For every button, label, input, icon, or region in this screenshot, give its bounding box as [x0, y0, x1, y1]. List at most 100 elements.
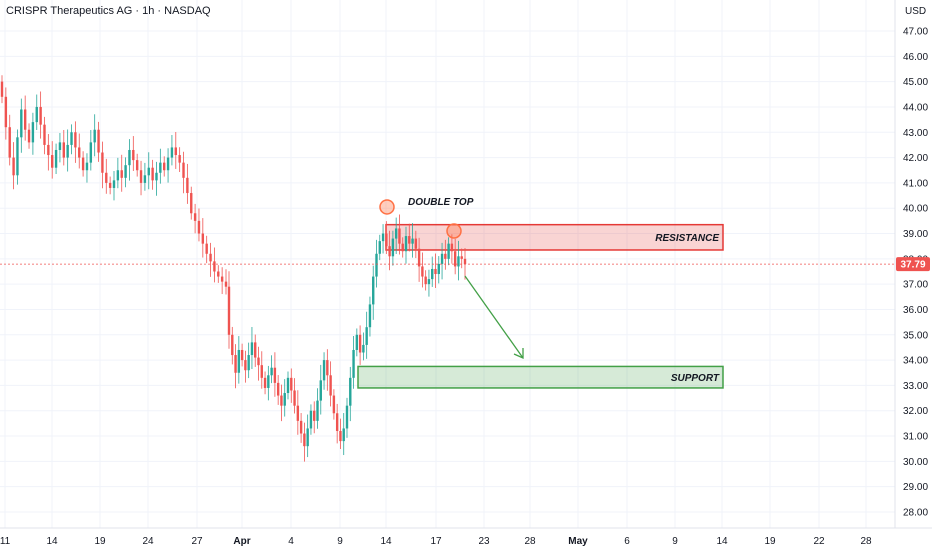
candle: [47, 134, 50, 171]
candle: [319, 364, 322, 415]
x-tick-label: May: [568, 536, 588, 547]
y-tick-label: 44.00: [903, 102, 928, 113]
candle: [440, 242, 444, 280]
candle: [322, 352, 326, 390]
candle: [170, 135, 174, 166]
candle: [303, 422, 306, 462]
candle: [197, 208, 201, 242]
candle: [85, 153, 89, 183]
y-tick-label: 36.00: [903, 305, 928, 316]
symbol-title: CRISPR Therapeutics AG · 1h · NASDAQ: [6, 5, 211, 17]
candle: [4, 87, 8, 140]
candle: [224, 269, 228, 295]
candle: [227, 271, 231, 349]
candle: [394, 217, 398, 255]
candle: [186, 163, 189, 204]
y-tick-label: 35.00: [903, 330, 928, 341]
y-tick-label: 33.00: [903, 381, 928, 392]
candle: [66, 129, 69, 172]
candle: [201, 218, 205, 258]
candle: [16, 129, 19, 185]
candle: [453, 238, 457, 275]
candle: [58, 133, 62, 163]
candle: [190, 186, 193, 220]
x-tick-label: 17: [430, 536, 442, 547]
candle: [329, 361, 332, 407]
projection-arrow-head: [513, 348, 524, 360]
candle: [135, 153, 139, 177]
candle: [316, 388, 319, 429]
candle: [335, 403, 339, 444]
candle: [70, 124, 73, 155]
currency-label: USD: [905, 6, 926, 17]
y-tick-label: 39.00: [903, 229, 928, 240]
candle: [309, 404, 313, 435]
x-tick-label: 28: [860, 536, 872, 547]
candle: [247, 342, 250, 379]
candle: [120, 154, 123, 192]
candle: [250, 326, 254, 369]
candle: [23, 95, 27, 141]
last-price-tag: [896, 257, 930, 272]
x-tick-labels[interactable]: 11 14 19 24 27 Apr 4 9 14 17 23 28 May 6 9 14 19 22 28: [0, 536, 872, 547]
candle: [93, 114, 96, 157]
candle: [234, 344, 237, 389]
double-top-label: DOUBLE TOP: [408, 197, 474, 208]
candle: [368, 296, 372, 337]
candle: [178, 147, 181, 173]
candle: [437, 256, 440, 284]
candle: [434, 253, 437, 288]
x-tick-label: 11: [0, 536, 11, 547]
candle: [427, 269, 431, 297]
y-tick-label: 29.00: [903, 482, 928, 493]
candle: [326, 349, 329, 391]
resistance-label: RESISTANCE: [655, 233, 719, 244]
candle: [254, 334, 257, 367]
candle: [31, 112, 35, 155]
candle: [450, 234, 454, 264]
candle: [124, 157, 127, 188]
candle: [74, 121, 77, 163]
x-tick-label: Apr: [233, 536, 250, 547]
candle: [12, 142, 15, 190]
candle: [209, 242, 212, 277]
x-tick-label: 24: [142, 536, 154, 547]
candle: [345, 397, 349, 438]
projection-arrow-line: [464, 275, 524, 359]
y-tick-label: 31.00: [903, 432, 928, 443]
candle: [151, 159, 154, 190]
candle: [293, 378, 296, 414]
candle: [237, 336, 241, 384]
x-tick-label: 14: [46, 536, 58, 547]
candle: [62, 129, 65, 166]
x-tick-label: 6: [624, 536, 630, 547]
y-tick-label: 40.00: [903, 204, 928, 215]
candle: [205, 235, 208, 264]
candle: [447, 237, 450, 266]
candle: [388, 230, 391, 271]
double-top-marker-1: [379, 199, 395, 215]
y-tick-label: 47.00: [903, 27, 928, 38]
candle: [421, 252, 424, 288]
y-tick-label: 37.00: [903, 280, 928, 291]
candle: [51, 141, 54, 179]
candle: [424, 270, 427, 291]
candle: [417, 237, 421, 282]
candle: [231, 326, 234, 365]
candle: [105, 158, 108, 194]
y-tick-label: 43.00: [903, 128, 928, 139]
candle: [408, 223, 411, 252]
candle: [155, 161, 158, 196]
candle: [444, 239, 447, 270]
grid: [0, 0, 895, 528]
x-tick-label: 19: [764, 536, 776, 547]
y-tick-label: 46.00: [903, 52, 928, 63]
candle: [89, 129, 93, 171]
candle: [372, 265, 375, 320]
candle: [273, 352, 277, 397]
x-tick-label: 9: [672, 536, 678, 547]
support-zone[interactable]: [357, 365, 724, 389]
candle: [378, 234, 381, 261]
candle: [283, 379, 286, 417]
